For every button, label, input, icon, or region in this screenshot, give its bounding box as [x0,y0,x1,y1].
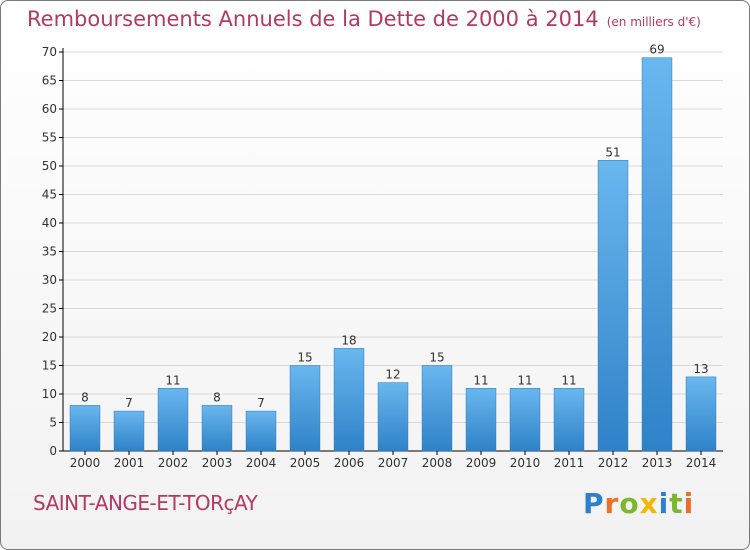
bar-2010 [509,388,541,452]
x-tick-label: 2005 [290,456,321,470]
y-tick-label: 50 [42,159,57,173]
bar-2005 [289,365,321,452]
logo-letter: x [639,487,659,520]
y-tick-label: 40 [42,216,57,230]
x-tick-label: 2014 [686,456,717,470]
x-tick-label: 2002 [158,456,189,470]
data-label: 12 [385,368,400,382]
data-label: 51 [605,145,620,159]
y-tick-label: 15 [42,359,57,373]
x-tick-label: 2006 [334,456,365,470]
y-tick-label: 60 [42,102,57,116]
y-tick-label: 55 [42,131,57,145]
bar-2001 [113,410,145,452]
logo-letter: o [619,487,640,520]
y-tick-label: 35 [42,245,57,259]
y-tick-label: 30 [42,273,57,287]
logo-letter: P [583,487,605,520]
bar-2014 [685,376,717,452]
logo-letter: i [683,487,695,520]
data-label: 15 [297,351,312,365]
y-tick-label: 25 [42,302,57,316]
chart-title: Remboursements Annuels de la Dette de 20… [27,7,701,31]
bar-2013 [641,57,673,452]
x-tick-label: 2012 [598,456,629,470]
bar-2008 [421,365,453,452]
data-label: 11 [473,373,488,387]
bar-2009 [465,388,497,452]
town-name: SAINT-ANGE-ET-TORçAY [33,491,258,515]
y-tick-label: 45 [42,188,57,202]
data-label: 8 [81,390,89,404]
logo-letter: r [604,487,620,520]
x-tick-label: 2010 [510,456,541,470]
data-label: 69 [649,43,664,57]
bar-2004 [245,410,277,452]
data-label: 11 [517,373,532,387]
bar-2003 [201,405,233,452]
x-tick-label: 2003 [202,456,233,470]
x-tick-label: 2013 [642,456,673,470]
logo-letter: t [669,487,684,520]
proxiti-logo: Proxiti [583,487,694,520]
y-tick-label: 10 [42,387,57,401]
y-tick-label: 5 [49,416,57,430]
x-tick-label: 2001 [114,456,145,470]
bar-2007 [377,382,409,452]
data-label: 7 [125,396,133,410]
logo-letter: i [658,487,670,520]
bar-2011 [553,388,585,452]
x-tick-label: 2009 [466,456,497,470]
bar-2012 [597,160,629,452]
bar-2002 [157,388,189,452]
data-label: 7 [257,396,265,410]
data-label: 11 [561,373,576,387]
bar-2000 [69,405,101,452]
x-tick-label: 2000 [70,456,101,470]
title-text: Remboursements Annuels de la Dette de 20… [27,7,599,31]
x-tick-label: 2008 [422,456,453,470]
data-label: 8 [213,390,221,404]
x-tick-label: 2004 [246,456,277,470]
y-tick-label: 20 [42,330,57,344]
unit-note: (en milliers d'€) [606,15,701,29]
data-label: 15 [429,351,444,365]
data-label: 18 [341,333,356,347]
y-tick-label: 65 [42,74,57,88]
x-tick-label: 2007 [378,456,409,470]
bar-2006 [333,348,365,452]
data-label: 13 [693,362,708,376]
data-label: 11 [165,373,180,387]
y-tick-label: 70 [42,45,57,59]
y-tick-label: 0 [49,444,57,458]
x-tick-label: 2011 [554,456,585,470]
